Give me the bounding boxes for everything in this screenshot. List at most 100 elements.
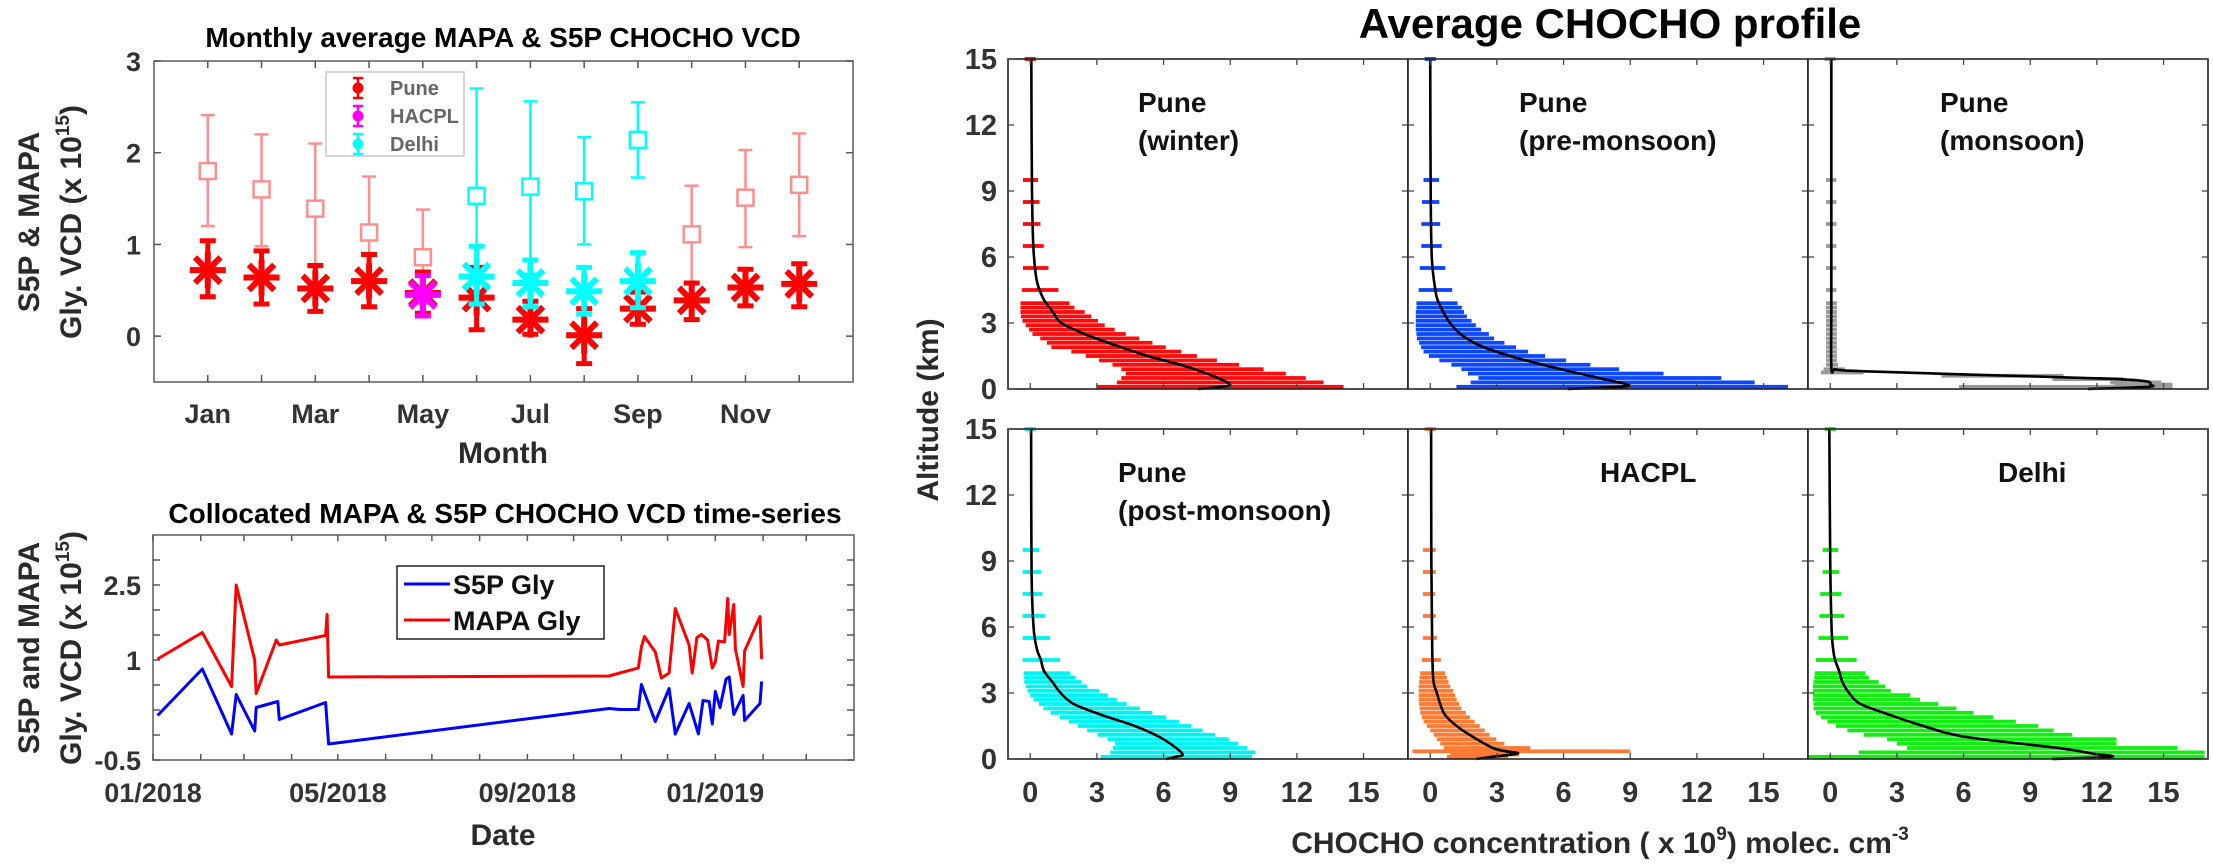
monthly-y-axis-label-line1: S5P & MAPA — [13, 132, 46, 313]
mean-profile-line — [1828, 428, 2115, 761]
x-tick-label: 0 — [1422, 777, 1438, 809]
profile-panels: 03691215Pune(winter)Pune(pre-monsoon)Pun… — [965, 44, 2209, 809]
asterisk-marker — [192, 255, 223, 285]
legend-item: S5P Gly — [404, 570, 555, 600]
xlabel-prefix: CHOCHO concentration ( x 10 — [1291, 827, 1716, 860]
panel-label: Pune — [1138, 87, 1206, 118]
spread-bar — [1812, 688, 1891, 693]
y-tick-label: 1 — [126, 646, 141, 676]
y-tick-label: 2 — [126, 139, 141, 169]
spread-bar — [1032, 332, 1126, 336]
x-tick-label: 3 — [1889, 777, 1905, 809]
spread-bar — [1039, 702, 1127, 706]
y-tick-label: 9 — [981, 546, 997, 578]
y-tick-label: 12 — [965, 480, 997, 512]
x-tick-label: 15 — [2147, 777, 2179, 809]
panel-label: Pune — [1118, 457, 1186, 488]
spread-bar — [1027, 688, 1100, 693]
spread-bar — [1023, 671, 1071, 676]
monthly-plot-area: Jan Mar May Jul Sep Nov 0 1 2 3 Pune HACPL Delhi — [126, 47, 854, 429]
y-tick-label: 6 — [981, 612, 997, 644]
spread-bar — [1020, 305, 1075, 310]
x-tick-label: Mar — [291, 399, 340, 429]
profile-x-axis-label: CHOCHO concentration ( x 109) molec. cm-… — [1291, 824, 1909, 860]
legend-label: Pune — [390, 78, 439, 100]
spread-bar — [1864, 732, 2072, 737]
x-tick-label: 12 — [2081, 777, 2113, 809]
spread-bar — [1099, 358, 1217, 363]
asterisk-point — [297, 263, 334, 314]
spread-bar — [1415, 310, 1464, 314]
time-series-chart: Collocated MAPA & S5P CHOCHO VCD time-se… — [13, 498, 855, 852]
asterisk-point — [727, 266, 764, 309]
spread-bar — [2110, 380, 2162, 385]
spread-bar — [1813, 706, 1957, 711]
time-series-y-axis-label-line2: Gly. VCD (x 1015) — [53, 531, 88, 765]
spread-bar — [1812, 684, 1886, 689]
spread-bar — [1085, 354, 1197, 358]
spread-bar — [1040, 336, 1140, 341]
spread-bar — [1426, 724, 1480, 728]
spread-bar — [1412, 749, 1631, 754]
y-tick-label: -0.5 — [94, 746, 141, 776]
square-point — [628, 101, 648, 179]
profile-panel: 0 3 6 9 12 15 Pune (winter) — [965, 44, 1409, 406]
spread-bar — [1468, 371, 1664, 376]
time-series-x-axis-label: Date — [470, 819, 535, 852]
xlabel-superscript-2: -3 — [1892, 824, 1909, 845]
spread-bar — [1422, 636, 1437, 640]
square-marker — [198, 161, 218, 181]
profile-chart: Average CHOCHO profile CHOCHO concentrat… — [912, 0, 2209, 860]
x-tick-label: 6 — [1555, 777, 1571, 809]
x-tick-label: 6 — [1155, 777, 1171, 809]
spread-bar — [1115, 741, 1239, 746]
monthly-legend: Pune HACPL Delhi — [325, 71, 465, 157]
y-tick-label: 12 — [965, 110, 997, 142]
spread-bar — [1428, 354, 1546, 358]
profile-panel: 0 3 6 9 12 15 HACPL — [1407, 427, 1809, 809]
spread-bar — [1419, 340, 1505, 345]
asterisk-marker — [623, 266, 653, 296]
y-tick-label: 9 — [981, 176, 997, 208]
asterisk-marker — [730, 272, 761, 303]
spread-bar — [1060, 715, 1167, 720]
asterisk-point — [404, 273, 441, 319]
profile-y-axis-label: Altitude (km) — [912, 318, 945, 501]
spread-bar — [1415, 314, 1467, 319]
square-marker — [736, 188, 755, 207]
spread-bar — [1416, 301, 1458, 306]
spread-bar — [1422, 592, 1436, 596]
spread-bar — [1906, 746, 2178, 750]
y-tick-label: 6 — [981, 242, 997, 274]
spread-bar — [1430, 728, 1485, 733]
asterisk-point — [781, 261, 818, 310]
spread-bar — [1415, 323, 1476, 328]
legend-box — [396, 565, 605, 640]
square-marker — [413, 248, 433, 267]
profile-chart-title: Average CHOCHO profile — [1359, 0, 1862, 47]
spread-bar — [1415, 318, 1472, 323]
square-marker — [467, 186, 486, 206]
y-tick-label: 1 — [126, 230, 141, 260]
mean-profile-line — [1429, 428, 1520, 761]
spread-bar — [1033, 697, 1117, 702]
asterisk-marker — [246, 262, 277, 293]
time-series-plot-area: 01/2018 05/2018 09/2018 01/2019 -0.5 1 2.5 S5P … — [94, 534, 855, 808]
x-tick-label: Jan — [185, 399, 232, 429]
panel-label: HACPL — [1600, 457, 1696, 488]
x-tick-label: 3 — [1089, 777, 1105, 809]
x-tick-label: 01/2018 — [104, 778, 202, 808]
s5p-gly-line — [156, 667, 764, 746]
x-tick-label: 0 — [1022, 777, 1038, 809]
asterisk-point — [351, 252, 388, 310]
profile-panel: Pune (monsoon) — [1807, 57, 2209, 391]
x-tick-label: 9 — [1222, 777, 1238, 809]
square-marker — [252, 180, 271, 199]
panel-background — [1408, 429, 1808, 759]
monthly-x-axis-label: Month — [458, 437, 548, 470]
square-marker — [359, 223, 379, 242]
square-point — [521, 100, 540, 276]
legend-label: S5P Gly — [453, 570, 555, 600]
legend-box — [325, 71, 465, 157]
spread-bar — [1415, 327, 1482, 332]
